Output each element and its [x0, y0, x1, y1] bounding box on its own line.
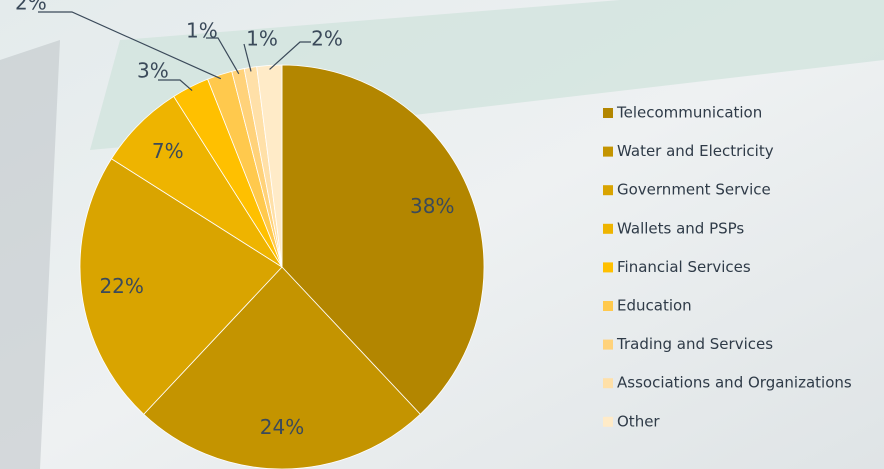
leader-line — [158, 79, 193, 92]
leader-line — [206, 37, 240, 75]
data-label: 2% — [15, 0, 47, 15]
leader-line — [269, 41, 311, 70]
legend-label: Education — [617, 297, 692, 315]
legend-label: Associations and Organizations — [617, 374, 852, 392]
pie-slice — [143, 266, 421, 469]
legend: Telecommunication Water and Electricity Go… — [603, 104, 852, 430]
data-label: 3% — [137, 59, 169, 83]
legend-swatch — [603, 223, 613, 234]
data-label: 1% — [186, 19, 218, 43]
legend-label: Water and Electricity — [617, 142, 774, 160]
pie-slice — [281, 64, 485, 415]
legend-swatch — [603, 339, 613, 350]
legend-swatch — [603, 108, 613, 118]
pie: 38% 24% 22% 7% 3% 2% 1% 1% 2% — [15, 0, 485, 469]
legend-swatch — [603, 262, 613, 273]
leader-line — [38, 11, 222, 80]
legend-label: Financial Services — [617, 258, 751, 276]
legend-label: Government Service — [617, 181, 771, 199]
pie-slice — [256, 64, 283, 268]
pie-slice — [79, 158, 283, 415]
data-label: 24% — [260, 415, 304, 439]
legend-label: Other — [617, 412, 660, 430]
data-label: 38% — [410, 194, 454, 218]
legend-swatch — [603, 301, 613, 311]
legend-label: Wallets and PSPs — [617, 219, 744, 237]
data-label: 1% — [246, 27, 278, 51]
legend-swatch — [603, 416, 613, 427]
legend-swatch — [603, 378, 613, 389]
leader-line — [243, 43, 252, 72]
data-label: 22% — [99, 274, 143, 298]
data-label: 2% — [311, 27, 343, 51]
data-label: 7% — [152, 139, 184, 163]
legend-label: Telecommunication — [616, 104, 762, 122]
legend-swatch — [603, 146, 613, 157]
legend-swatch — [603, 185, 613, 196]
background-edge — [0, 40, 60, 469]
legend-label: Trading and Services — [616, 335, 773, 353]
